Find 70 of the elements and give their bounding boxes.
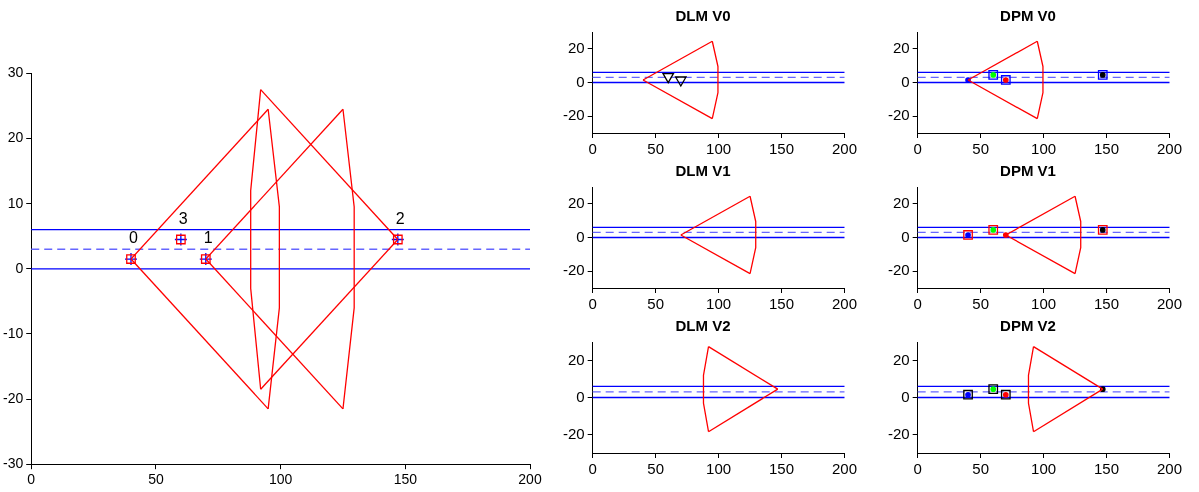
x-tick-label: 0 bbox=[588, 295, 597, 313]
y-tick-label: 0 bbox=[576, 72, 585, 90]
x-tick-label: 150 bbox=[769, 460, 795, 478]
chart-title: DPM V1 bbox=[1000, 162, 1056, 180]
x-tick-label: 0 bbox=[913, 460, 922, 478]
y-tick-label: 10 bbox=[7, 194, 24, 211]
y-tick-label: -20 bbox=[887, 261, 910, 279]
x-tick-label: 50 bbox=[972, 295, 989, 313]
x-tick-label: 100 bbox=[706, 295, 732, 313]
x-tick-label: 200 bbox=[1156, 460, 1182, 478]
y-tick-label: 20 bbox=[892, 193, 910, 211]
x-tick-label: 100 bbox=[706, 140, 732, 158]
chart-title: DLM V2 bbox=[675, 317, 731, 335]
y-tick-label: 20 bbox=[567, 193, 585, 211]
y-tick-label: -20 bbox=[887, 424, 910, 442]
y-tick-label: 20 bbox=[567, 38, 585, 56]
y-tick-label: -20 bbox=[562, 424, 585, 442]
x-tick-label: 50 bbox=[647, 140, 664, 158]
x-tick-label: 0 bbox=[913, 295, 922, 313]
y-tick-label: -20 bbox=[3, 389, 24, 406]
x-tick-label: 100 bbox=[706, 460, 732, 478]
x-tick-label: 50 bbox=[647, 295, 664, 313]
x-tick-label: 200 bbox=[831, 460, 857, 478]
x-tick-label: 200 bbox=[831, 140, 857, 158]
x-tick-label: 150 bbox=[769, 295, 795, 313]
x-tick-label: 200 bbox=[518, 471, 542, 488]
y-tick-label: 0 bbox=[901, 387, 910, 405]
y-tick-label: 20 bbox=[892, 38, 910, 56]
x-tick-label: 100 bbox=[268, 471, 293, 488]
y-tick-label: -10 bbox=[3, 324, 24, 341]
x-tick-label: 200 bbox=[1156, 140, 1182, 158]
annotation: 3 bbox=[178, 209, 188, 227]
chart-title: DPM V0 bbox=[1000, 7, 1056, 25]
x-tick-label: 50 bbox=[972, 140, 989, 158]
y-tick-label: -20 bbox=[887, 106, 910, 124]
x-tick-label: 50 bbox=[148, 471, 164, 488]
y-tick-label: -20 bbox=[562, 106, 585, 124]
x-tick-label: 0 bbox=[913, 140, 922, 158]
chart-title: DLM V1 bbox=[675, 162, 731, 180]
x-tick-label: 0 bbox=[588, 460, 597, 478]
y-tick-label: 20 bbox=[892, 350, 910, 368]
y-tick-label: 30 bbox=[7, 64, 24, 81]
annotation: 0 bbox=[128, 229, 138, 247]
x-tick-label: 100 bbox=[1031, 140, 1057, 158]
x-tick-label: 50 bbox=[972, 460, 989, 478]
x-tick-label: 100 bbox=[1031, 460, 1057, 478]
x-tick-label: 200 bbox=[831, 295, 857, 313]
x-tick-label: 0 bbox=[27, 471, 36, 488]
x-tick-label: 150 bbox=[393, 471, 418, 488]
x-tick-label: 150 bbox=[1094, 460, 1120, 478]
y-tick-label: 0 bbox=[901, 227, 910, 245]
chart-title: DLM V0 bbox=[675, 7, 731, 25]
x-tick-label: 150 bbox=[1094, 295, 1120, 313]
x-tick-label: 200 bbox=[1156, 295, 1182, 313]
y-tick-label: 0 bbox=[576, 387, 585, 405]
y-tick-label: 20 bbox=[567, 350, 585, 368]
y-tick-label: -30 bbox=[3, 455, 24, 472]
y-tick-label: 0 bbox=[576, 227, 585, 245]
x-tick-label: 150 bbox=[769, 140, 795, 158]
annotation: 2 bbox=[395, 209, 405, 227]
y-tick-label: 0 bbox=[15, 259, 24, 276]
y-tick-label: 0 bbox=[901, 72, 910, 90]
y-tick-label: 20 bbox=[7, 129, 24, 146]
x-tick-label: 150 bbox=[1094, 140, 1120, 158]
y-tick-label: -20 bbox=[562, 261, 585, 279]
x-tick-label: 100 bbox=[1031, 295, 1057, 313]
x-tick-label: 0 bbox=[588, 140, 597, 158]
annotation: 1 bbox=[203, 229, 213, 247]
chart-title: DPM V2 bbox=[1000, 317, 1056, 335]
x-tick-label: 50 bbox=[647, 460, 664, 478]
